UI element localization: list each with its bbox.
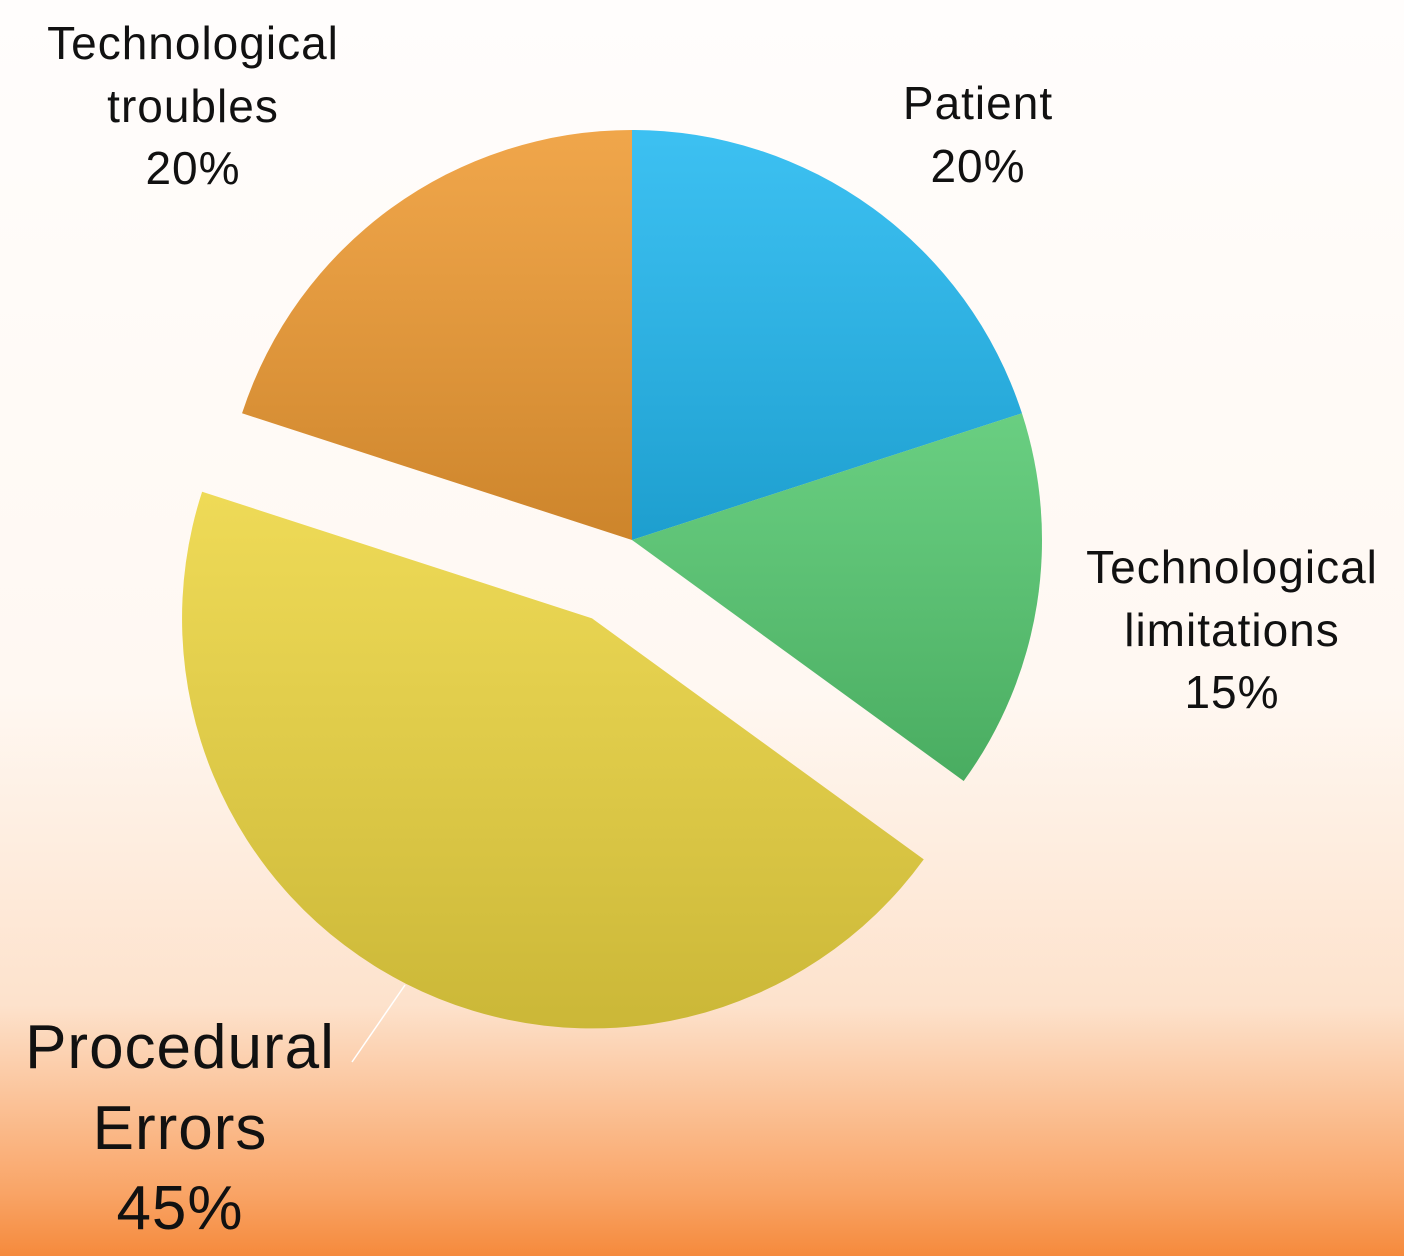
slice-label: Patient 20% (813, 72, 1143, 197)
value-label: 20% (145, 142, 241, 195)
slice-shade (632, 413, 1043, 781)
slice-label: Technological limitations 15% (1062, 536, 1402, 724)
value-label: 15% (1184, 666, 1280, 719)
slice-shade (182, 491, 924, 1029)
value-label: 45% (116, 1174, 244, 1244)
slice-label: Procedural Errors 45% (0, 1008, 360, 1250)
slice (182, 491, 924, 1029)
slice (632, 413, 1043, 781)
slice-shade (632, 130, 1022, 540)
slice-shade (242, 130, 632, 540)
slice-label: Technological troubles 20% (20, 12, 366, 200)
leader-line (351, 984, 406, 1063)
category-label: Technological limitations (1086, 541, 1378, 656)
value-label: 20% (930, 139, 1026, 192)
slice (242, 130, 632, 540)
category-label: Technological troubles (47, 17, 339, 132)
category-label: Patient (902, 77, 1054, 129)
category-label: Procedural Errors (25, 1013, 335, 1163)
slice (632, 130, 1022, 540)
